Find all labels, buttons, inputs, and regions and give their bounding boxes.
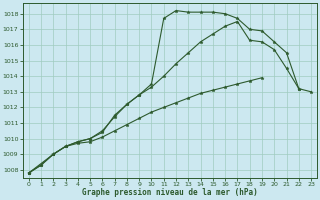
X-axis label: Graphe pression niveau de la mer (hPa): Graphe pression niveau de la mer (hPa) (82, 188, 258, 197)
